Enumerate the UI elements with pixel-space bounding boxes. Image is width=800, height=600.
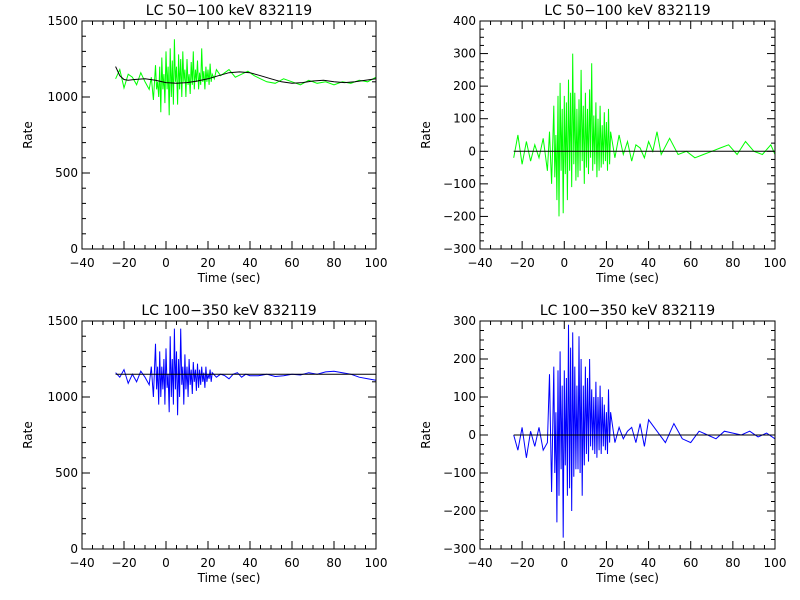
chart-panel-1: LC 50−100 keV 832119 Time (sec) Rate −40 −20… (21, 3, 387, 285)
x-tick-label: 100 (764, 256, 787, 270)
x-tick-label: 60 (683, 556, 698, 570)
y-tick-label: 300 (453, 47, 476, 61)
x-tick-label: 80 (725, 256, 740, 270)
y-tick-label: 200 (453, 79, 476, 93)
y-tick-label: −100 (443, 177, 476, 191)
x-tick-label: 0 (560, 256, 568, 270)
x-tick-label: −40 (69, 556, 94, 570)
x-tick-label: −20 (509, 556, 534, 570)
x-tick-label: 20 (599, 556, 614, 570)
y-tick-label: 0 (70, 242, 78, 256)
y-axis-label: Rate (419, 121, 433, 149)
x-axis-label: Time (sec) (595, 571, 659, 585)
x-tick-label: 60 (284, 256, 299, 270)
y-tick-label: 100 (453, 390, 476, 404)
y-tick-label: 1500 (47, 314, 78, 328)
x-tick-label: 80 (725, 556, 740, 570)
y-tick-label: 0 (468, 428, 476, 442)
chart-panel-2: LC 50−100 keV 832119 Time (sec) Rate −40 −20… (419, 3, 786, 285)
x-tick-label: 20 (200, 556, 215, 570)
y-axis-label: Rate (21, 121, 35, 149)
x-axis-label: Time (sec) (197, 271, 261, 285)
x-tick-label: −40 (467, 256, 492, 270)
x-tick-label: 100 (365, 256, 388, 270)
y-tick-label: 1000 (47, 390, 78, 404)
plot-frame (81, 320, 377, 550)
x-tick-label: 40 (641, 556, 656, 570)
y-tick-label: 300 (453, 314, 476, 328)
y-tick-label: 500 (55, 166, 78, 180)
series-line-1 (115, 39, 376, 116)
y-tick-label: 0 (468, 144, 476, 158)
x-tick-label: −40 (69, 256, 94, 270)
chart-panel-3: LC 100−350 keV 832119 Time (sec) Rate −40 −2… (21, 303, 387, 585)
series-line-2 (115, 66, 376, 84)
x-tick-label: 20 (200, 256, 215, 270)
x-tick-label: 40 (242, 556, 257, 570)
y-tick-label: 0 (70, 542, 78, 556)
x-tick-label: 80 (326, 256, 341, 270)
x-tick-label: 80 (326, 556, 341, 570)
series-line-1 (513, 53, 775, 217)
x-tick-label: 60 (284, 556, 299, 570)
x-tick-label: 100 (764, 556, 787, 570)
y-axis-label: Rate (21, 421, 35, 449)
y-tick-label: 400 (453, 14, 476, 28)
y-tick-label: −300 (443, 242, 476, 256)
x-tick-label: 60 (683, 256, 698, 270)
x-tick-label: −20 (111, 556, 136, 570)
x-tick-label: 100 (365, 556, 388, 570)
chart-panel-4: LC 100−350 keV 832119 Time (sec) Rate −40 −2… (419, 303, 786, 585)
x-tick-label: 20 (599, 256, 614, 270)
x-tick-label: 0 (162, 556, 170, 570)
y-tick-label: 100 (453, 112, 476, 126)
x-tick-label: 40 (641, 256, 656, 270)
x-axis-label: Time (sec) (595, 271, 659, 285)
plot-frame (479, 20, 776, 250)
plot-frame (81, 20, 377, 250)
y-tick-label: −100 (443, 466, 476, 480)
x-axis-label: Time (sec) (197, 571, 261, 585)
x-tick-label: 40 (242, 256, 257, 270)
chart-title: LC 50−100 keV 832119 (544, 3, 710, 19)
y-tick-label: −300 (443, 542, 476, 556)
y-tick-label: 1000 (47, 90, 78, 104)
y-tick-label: 1500 (47, 14, 78, 28)
x-tick-label: −40 (467, 556, 492, 570)
y-tick-label: 200 (453, 352, 476, 366)
y-tick-label: −200 (443, 209, 476, 223)
y-axis-label: Rate (419, 421, 433, 449)
y-tick-label: −200 (443, 504, 476, 518)
x-tick-label: −20 (509, 256, 534, 270)
x-tick-label: 0 (560, 556, 568, 570)
series-line-1 (115, 328, 376, 416)
x-tick-label: −20 (111, 256, 136, 270)
x-tick-label: 0 (162, 256, 170, 270)
chart-title: LC 100−350 keV 832119 (540, 303, 715, 319)
chart-title: LC 100−350 keV 832119 (141, 303, 316, 319)
series-line-1 (513, 324, 775, 538)
chart-title: LC 50−100 keV 832119 (146, 3, 312, 19)
y-tick-label: 500 (55, 466, 78, 480)
